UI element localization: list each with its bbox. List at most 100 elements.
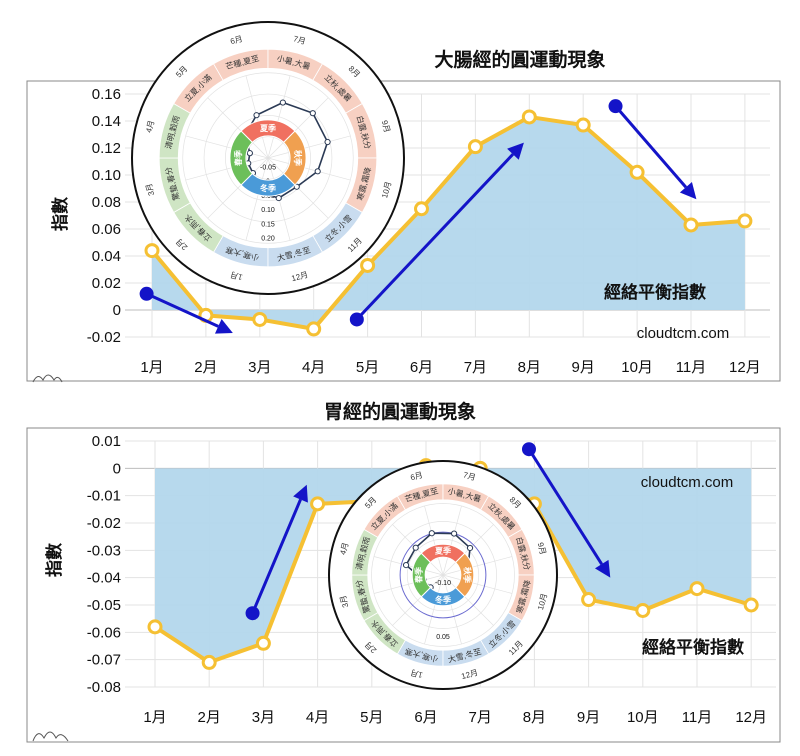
month-label: 6月 [229, 34, 243, 46]
radial-spoke [392, 574, 444, 626]
arrow-head [507, 142, 524, 160]
month-label: 9月 [380, 119, 392, 133]
y-tick-label: 0 [113, 302, 121, 319]
x-tick-label: 1月 [143, 709, 166, 726]
y-tick-label: 0.12 [92, 140, 121, 157]
season-label: 春季 [233, 149, 243, 166]
season-label: 冬季 [435, 594, 452, 604]
y-tick-label: -0.06 [87, 624, 121, 641]
trend-arrow [608, 99, 697, 200]
zero-circle [399, 531, 487, 619]
month-label: 12月 [460, 668, 479, 681]
x-tick-label: 5月 [356, 359, 379, 376]
month-label: 4月 [338, 541, 350, 555]
y-tick-label: -0.02 [87, 329, 121, 346]
watermark: cloudtcm.com [637, 325, 730, 342]
radar-point [246, 150, 253, 157]
radial-spoke [373, 574, 444, 594]
radial-tick-label: 0.20 [261, 236, 275, 243]
radar-inset: 小寒,大寒1月立春,雨水2月驚蟄,春分3月清明,穀雨4月立夏,小滿5月芒種,夏至… [131, 21, 405, 295]
radial-tick-label: 0.15 [261, 221, 275, 228]
data-point [743, 597, 759, 613]
radar-point [402, 562, 410, 569]
trend-arrows [245, 442, 611, 621]
radar-inset: 小寒,大寒1月立春,雨水2月驚蟄,春分3月清明,穀雨4月立夏,小滿5月芒種,夏至… [328, 460, 558, 690]
y-tick-label: 0.16 [92, 86, 121, 103]
month-label: 7月 [292, 34, 306, 46]
arrow-shaft [614, 105, 688, 189]
y-tick-label: 0 [113, 460, 121, 477]
series-polyline [150, 114, 746, 331]
month-label: 1月 [409, 668, 423, 680]
radar-point [275, 194, 282, 202]
x-tick-label: 4月 [306, 709, 329, 726]
month-label: 3月 [144, 182, 156, 196]
month-label: 1月 [229, 270, 243, 282]
radial-grid [203, 93, 333, 223]
y-tick-label: 0.08 [92, 194, 121, 211]
arrow-head [679, 181, 697, 200]
x-ticks: 1月 2月 3月 4月 5月 6月 7月 8月 9月 10月 11月 12月 [140, 359, 760, 376]
colon-meridian-chart: 大腸經的圓運動現象 指數 0.16 0.14 0.12 0.10 0.08 0.06 0.0… [26, 21, 781, 383]
data-point [521, 109, 537, 125]
series-label: 經絡平衡指數 [604, 282, 706, 302]
season-label: 冬季 [260, 183, 277, 193]
season-segment [229, 130, 254, 186]
radial-grid [389, 521, 497, 629]
season-label: 春季 [414, 566, 424, 583]
radial-grid [225, 115, 311, 201]
x-tick-label: 1月 [140, 359, 163, 376]
data-point [414, 201, 429, 217]
data-point [737, 213, 753, 229]
season-label: 夏季 [259, 123, 277, 133]
y-tick-label: 0.14 [92, 113, 121, 130]
logo-icon [32, 374, 63, 383]
y-ticks: 0.16 0.14 0.12 0.10 0.08 0.06 0.04 0.02 0 -0.02 [87, 86, 121, 346]
trend-arrow [521, 442, 611, 578]
logo-icon [32, 731, 69, 742]
x-tick-label: 5月 [360, 709, 383, 726]
arrow-shaft [251, 498, 302, 614]
radar-point [450, 530, 458, 537]
x-tick-label: 8月 [523, 709, 546, 726]
radar-point [293, 183, 300, 190]
x-tick-label: 6月 [410, 359, 433, 376]
chart-title: 大腸經的圓運動現象 [434, 48, 605, 71]
radial-spoke [442, 574, 494, 626]
y-tick-label: 0.10 [92, 167, 121, 184]
radial-spoke [207, 97, 269, 159]
x-tick-label: 12月 [729, 359, 761, 376]
solar-term-segment [442, 639, 490, 667]
x-tick-label: 3月 [248, 359, 271, 376]
arrow-head [214, 319, 233, 334]
radial-tick-label: -0.10 [435, 580, 451, 587]
watermark: cloudtcm.com [641, 474, 734, 491]
x-tick-label: 11月 [682, 709, 713, 726]
month-label: 6月 [409, 470, 423, 482]
radial-spoke [442, 556, 513, 576]
data-point [255, 635, 271, 651]
radial-spoke [267, 97, 329, 159]
data-point [201, 654, 217, 670]
radar-point [466, 544, 474, 552]
y-tick-label: -0.02 [87, 515, 121, 532]
y-tick-label: -0.07 [87, 652, 121, 669]
radial-grid [406, 538, 480, 612]
radial-spoke [245, 157, 269, 241]
radar-point [314, 168, 321, 175]
radial-spoke [267, 135, 351, 159]
data-point [635, 602, 651, 618]
stomach-meridian-chart: 胃經的圓運動現象 指數 0.01 0 -0.01 -0.02 -0.03 -0.04 -0.… [26, 400, 781, 743]
trend-arrows [139, 99, 697, 334]
radar-point [428, 530, 435, 537]
x-tick-label: 11月 [676, 359, 707, 376]
radial-grid [371, 503, 515, 647]
y-tick-label: 0.01 [92, 433, 121, 450]
x-tick-label: 10月 [621, 359, 653, 376]
radial-spoke [442, 505, 462, 576]
x-tick-label: 2月 [198, 709, 221, 726]
radial-spoke [424, 574, 444, 645]
data-point [144, 243, 160, 259]
data-point [252, 311, 268, 327]
radar-point [412, 544, 419, 551]
